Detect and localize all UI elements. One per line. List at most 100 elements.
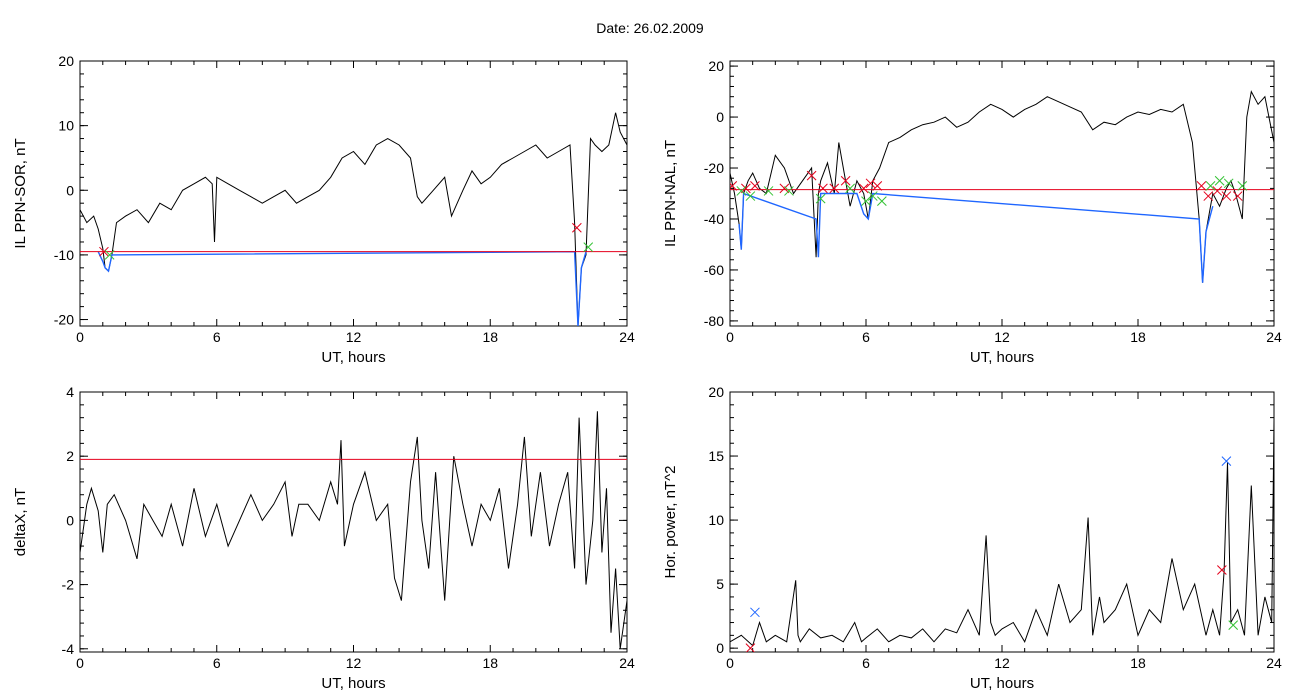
y-axis-label: IL PPN-SOR, nT	[12, 138, 29, 248]
event-marker	[840, 175, 851, 186]
marker-stroke	[858, 183, 869, 194]
marker-stroke	[1228, 620, 1239, 630]
event-marker	[1228, 620, 1239, 630]
marker-stroke	[1223, 178, 1234, 189]
x-axis-label: UT, hours	[321, 675, 385, 692]
y-tick-label: 0	[66, 182, 74, 198]
y-axis-label: IL PPN-NAL, nT	[662, 140, 679, 247]
x-tick-label: 24	[619, 329, 635, 345]
series-line-2	[738, 192, 1214, 283]
event-marker	[583, 242, 594, 252]
plot-data	[80, 411, 627, 649]
x-tick-label: 12	[346, 655, 362, 671]
event-marker	[858, 183, 869, 194]
marker-stroke	[829, 183, 840, 194]
event-marker	[99, 246, 109, 257]
marker-stroke	[750, 181, 760, 191]
event-marker	[730, 181, 738, 191]
event-marker	[829, 183, 840, 194]
event-marker	[1203, 191, 1214, 201]
event-marker	[104, 250, 115, 260]
event-marker	[877, 196, 887, 206]
y-tick-label: -60	[704, 262, 724, 278]
series-line-1	[80, 411, 627, 649]
x-tick-label: 0	[76, 655, 84, 671]
event-marker	[784, 186, 794, 196]
plot-frame	[729, 60, 1275, 327]
marker-stroke	[784, 186, 794, 196]
marker-stroke	[818, 183, 828, 194]
marker-stroke	[865, 178, 876, 189]
event-marker	[741, 183, 751, 194]
marker-stroke	[763, 186, 774, 196]
marker-stroke	[815, 193, 826, 204]
series-line-2	[97, 250, 587, 326]
plot-frame	[729, 391, 1275, 653]
event-marker	[745, 643, 756, 652]
plot-data	[80, 112, 627, 326]
x-tick-label: 6	[213, 655, 221, 671]
marker-stroke	[1221, 456, 1232, 467]
x-tick-label: 0	[726, 655, 734, 671]
marker-stroke	[99, 246, 109, 257]
event-marker	[779, 183, 790, 194]
x-tick-label: 6	[862, 655, 870, 671]
plot-data	[730, 420, 1274, 652]
x-axis-label: UT, hours	[321, 349, 385, 366]
chart-panel-2: 0 6 12 18 24 -80 -60 -40 -20 0 20 UT, hours IL PPN-N…	[662, 58, 1282, 366]
x-tick-label: 24	[1266, 329, 1282, 345]
y-tick-label: 0	[716, 109, 724, 125]
marker-stroke	[745, 643, 756, 652]
x-axis-label: UT, hours	[970, 675, 1034, 692]
marker-stroke	[583, 242, 594, 252]
event-marker	[867, 191, 878, 201]
y-tick-label: -4	[62, 641, 75, 657]
event-marker	[750, 181, 760, 191]
series-line-1	[730, 420, 1274, 647]
series-line-1	[80, 112, 627, 326]
y-tick-label: 4	[66, 384, 74, 400]
event-marker	[865, 178, 876, 189]
marker-stroke	[750, 607, 760, 618]
marker-stroke	[741, 183, 751, 194]
y-tick-label: -40	[704, 211, 724, 227]
marker-stroke	[779, 183, 790, 194]
marker-stroke	[1203, 191, 1214, 201]
plot-frame	[79, 60, 628, 327]
marker-stroke	[867, 191, 878, 201]
marker-stroke	[1221, 191, 1232, 201]
y-tick-label: 20	[708, 384, 724, 400]
marker-stroke	[861, 196, 871, 206]
y-axis-label: Hor. power, nT^2	[662, 466, 679, 579]
plot-data	[730, 90, 1274, 283]
y-tick-label: -2	[62, 577, 75, 593]
marker-stroke	[572, 222, 582, 233]
marker-stroke	[1237, 181, 1248, 191]
event-marker	[815, 193, 826, 204]
y-tick-label: -20	[704, 160, 724, 176]
plot-frame	[79, 391, 628, 653]
marker-stroke	[1205, 181, 1216, 191]
marker-stroke	[736, 186, 747, 196]
event-marker	[1223, 178, 1234, 189]
marker-stroke	[872, 181, 883, 191]
x-tick-label: 12	[994, 329, 1010, 345]
y-tick-label: 20	[58, 53, 74, 69]
x-tick-label: 18	[482, 329, 498, 345]
marker-stroke	[845, 183, 855, 194]
event-marker	[750, 607, 760, 618]
x-tick-label: 18	[482, 655, 498, 671]
event-marker	[1221, 191, 1232, 201]
x-tick-label: 0	[76, 329, 84, 345]
marker-stroke	[1232, 191, 1243, 201]
marker-stroke	[877, 196, 887, 206]
event-marker	[1217, 565, 1227, 575]
marker-stroke	[1214, 175, 1225, 186]
y-tick-label: -10	[54, 247, 74, 263]
y-tick-label: 0	[716, 640, 724, 656]
x-tick-label: 12	[346, 329, 362, 345]
y-tick-label: 5	[716, 576, 724, 592]
marker-stroke	[1212, 186, 1223, 196]
event-marker	[1196, 181, 1207, 191]
